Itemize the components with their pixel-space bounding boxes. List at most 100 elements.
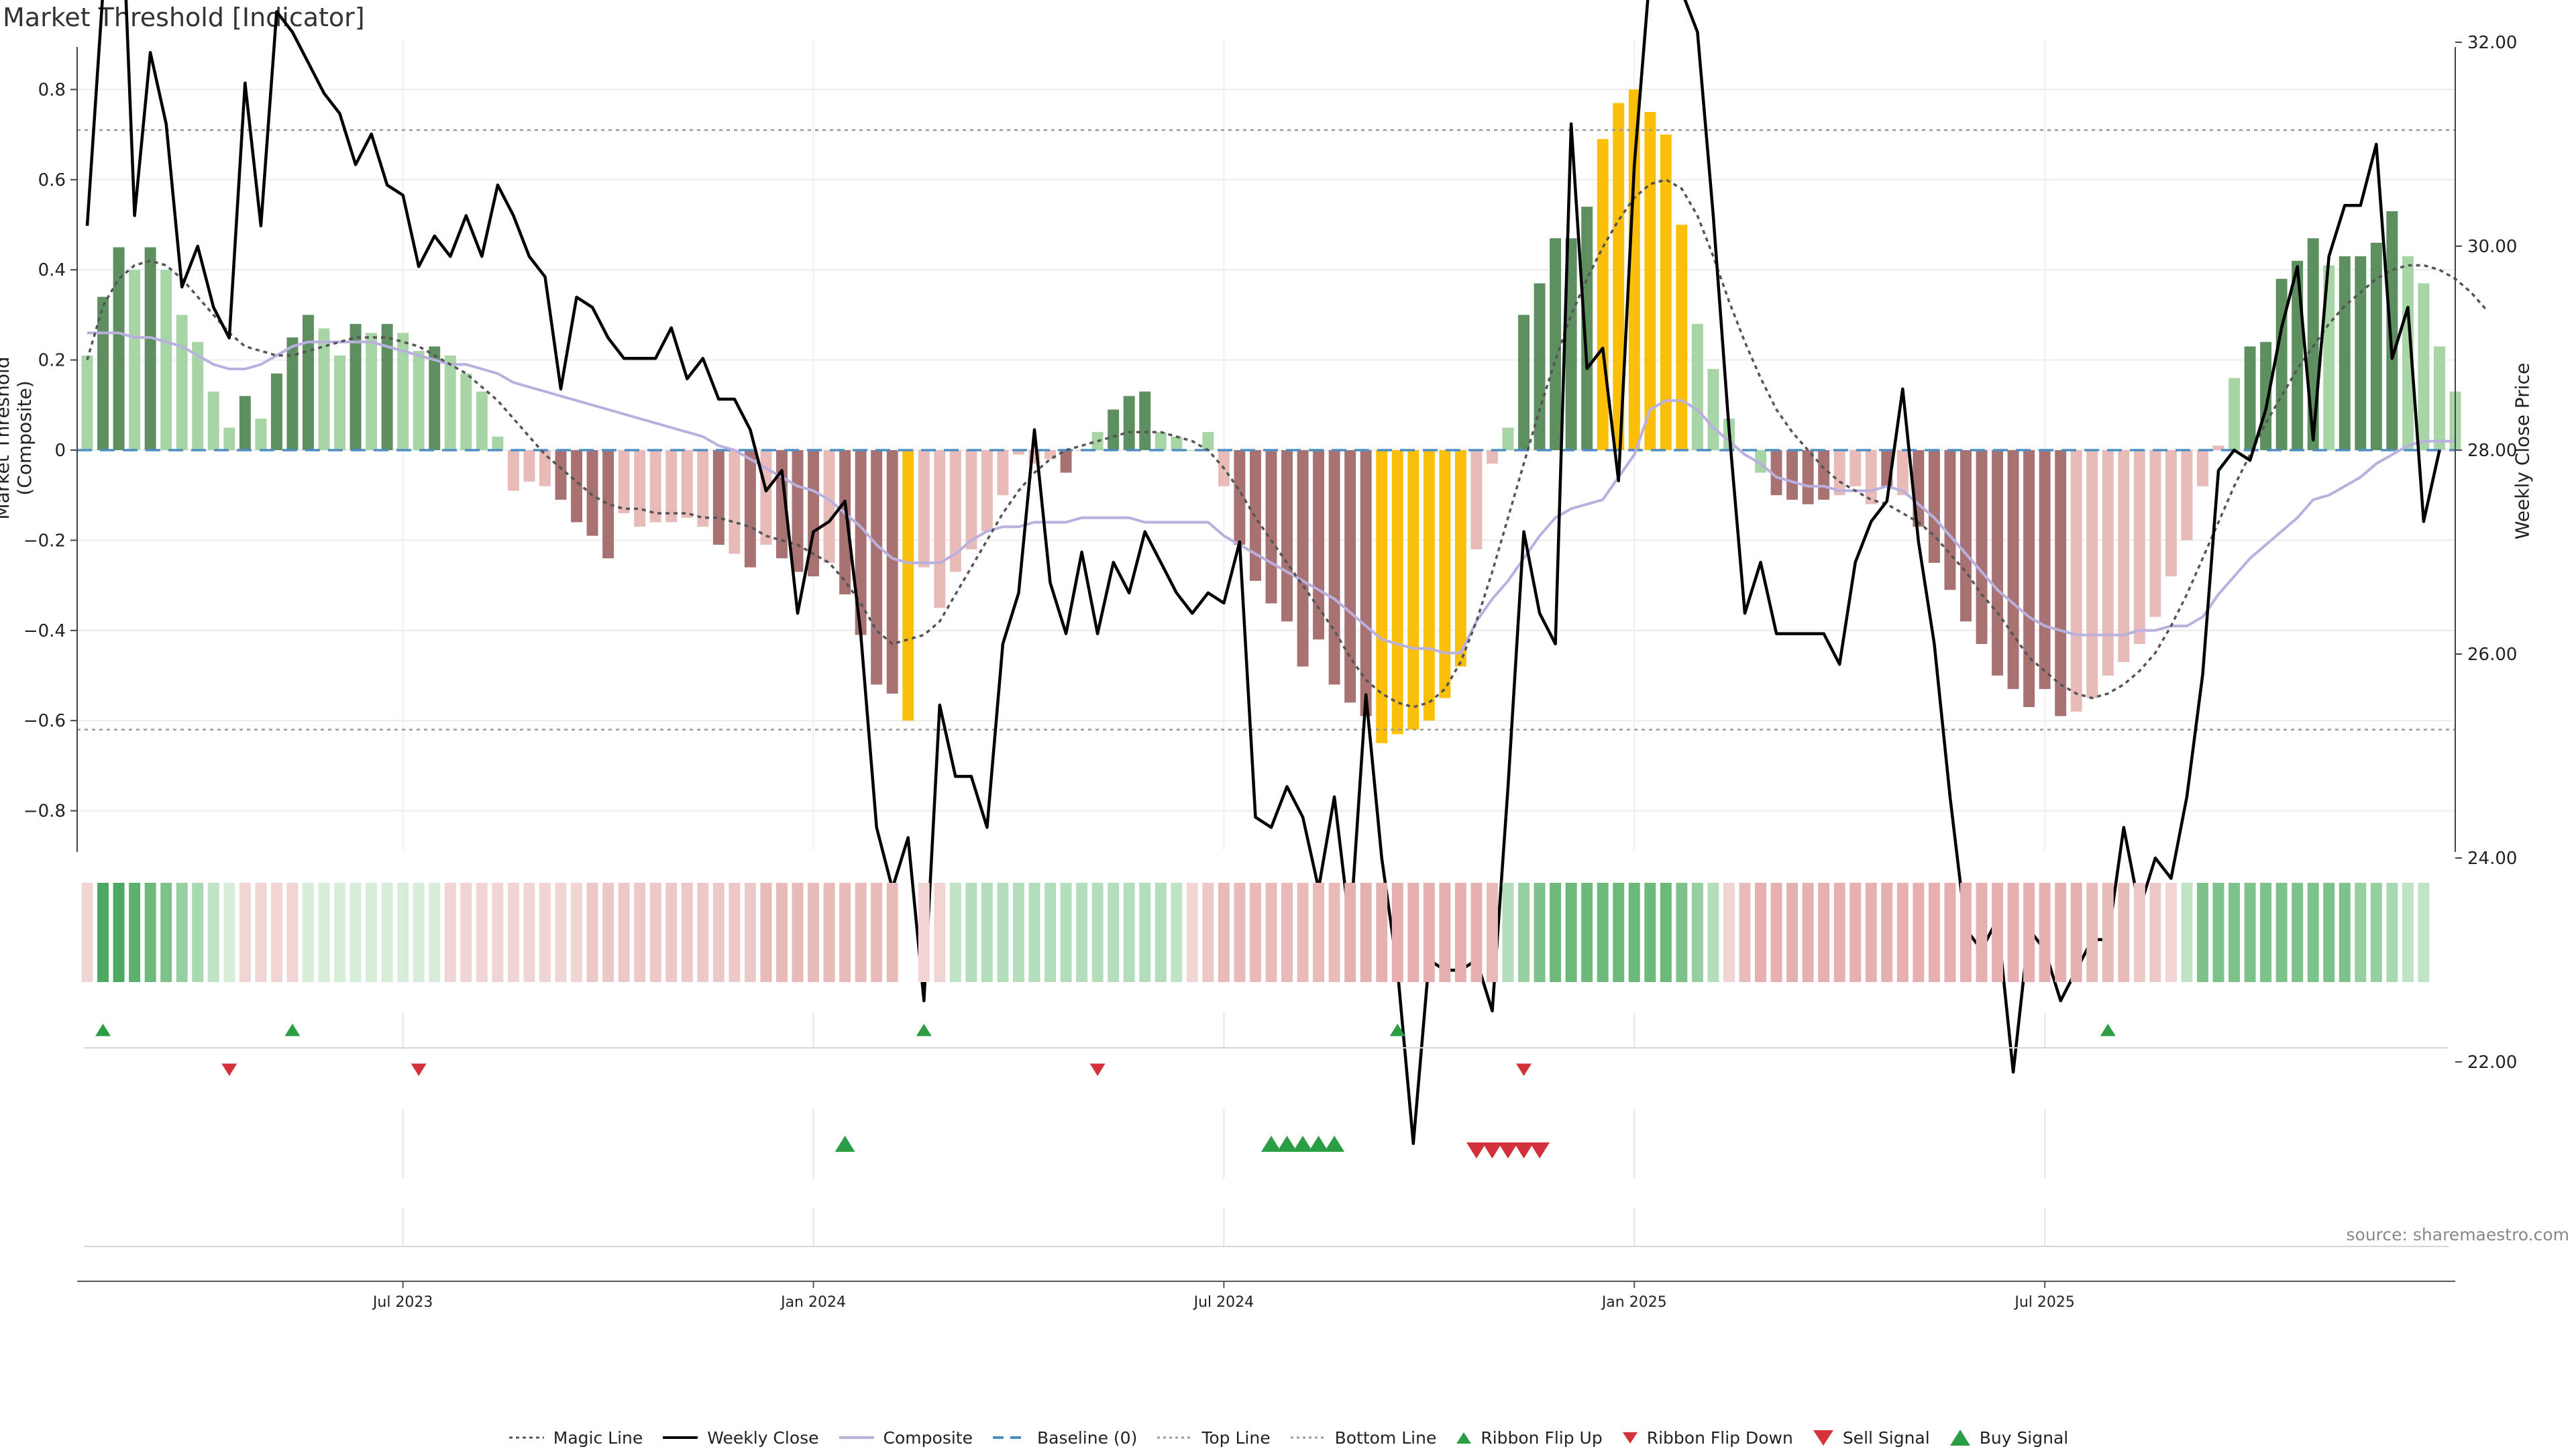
ribbon-cell [1360,883,1372,982]
x-tick-label: Jan 2025 [1601,1294,1667,1311]
ribbon-cell [2149,883,2161,982]
ribbon-cell [2102,883,2114,982]
composite-bar [1818,450,1830,500]
composite-bar [839,450,851,595]
composite-bar [634,450,646,527]
composite-bar [1928,450,1940,563]
legend-item: Magic Line [508,1428,643,1448]
ribbon-cell [1376,883,1388,982]
legend-item: Weekly Close [661,1428,819,1448]
ribbon-cell [1028,883,1040,982]
composite-bar [1644,112,1656,450]
ribbon-cell [1234,883,1246,982]
composite-bar [681,450,693,518]
composite-bar [618,450,630,514]
ribbon-cell [97,883,109,982]
composite-bar [1707,369,1719,450]
ribbon-cell [1881,883,1893,982]
ribbon-cell [839,883,851,982]
ribbon-cell [934,883,946,982]
ribbon-cell [286,883,299,982]
ribbon-cell [413,883,425,982]
composite-bar [1360,450,1372,716]
composite-bar [2323,265,2335,450]
up-triangle-icon [1949,1428,1972,1448]
right-tick-label: 24.00 [2467,849,2517,869]
ribbon-cell [1691,883,1703,982]
ribbon-cell [1139,883,1151,982]
composite-bar [997,450,1009,496]
ribbon-cell [1896,883,1909,982]
ribbon-cell [2055,883,2067,982]
composite-bar [1960,450,1972,622]
composite-bar [1108,409,1120,450]
composite-bar [2370,242,2382,450]
ribbon-cell [476,883,488,982]
ribbon-cell [1123,883,1135,982]
buy-signal-marker [835,1136,855,1152]
magic-line [86,178,2488,708]
composite-bar [2118,450,2130,662]
composite-bar [1565,238,1577,450]
composite-bar [1944,450,1956,590]
legend-item: Sell Signal [1812,1428,1930,1448]
legend-item: Ribbon Flip Down [1621,1428,1793,1448]
ribbon-cell [1502,883,1514,982]
composite-bar [949,450,961,572]
lavender-line-icon [838,1431,875,1444]
ribbon-cell [270,883,282,982]
legend-item: Buy Signal [1949,1428,2068,1448]
buy-signal-marker [1277,1136,1297,1152]
ribbon-cell [1328,883,1340,982]
composite-bar [744,450,756,568]
right-tick-label: 22.00 [2467,1053,2517,1073]
ribbon-cell [1313,883,1325,982]
composite-bar [2355,256,2367,450]
ribbon-cell [460,883,472,982]
composite-bar [665,450,678,523]
legend-label: Top Line [1201,1428,1271,1448]
composite-bar [1265,450,1277,604]
ribbon-cell [192,883,204,982]
ribbon-cell [1265,883,1277,982]
right-tick-label: 26.00 [2467,645,2517,665]
ribbon-cell [918,883,930,982]
composite-bar [334,355,346,450]
ribbon-cell [381,883,393,982]
composite-bar [1297,450,1309,667]
composite-bar [2023,450,2035,708]
composite-bar [1676,225,1688,450]
left-tick-label: 0.4 [38,260,66,280]
composite-bar [1660,134,1672,450]
ribbon-cell [1155,883,1167,982]
composite-bar [1012,450,1024,455]
ribbon-cell [1060,883,1072,982]
ribbon-cell [223,883,235,982]
composite-bar [2007,450,2019,690]
composite-bar [1581,207,1593,450]
buy-signal-marker [1308,1136,1329,1152]
composite-bar [2418,283,2430,450]
market-threshold-chart: 0.80.60.40.20−0.2−0.4−0.6−0.834.0032.003… [23,0,2517,1311]
ribbon-cell [1644,883,1656,982]
ribbon-cell [2292,883,2304,982]
composite-bar [965,450,977,549]
legend-item: Composite [838,1428,973,1448]
composite-bar [571,450,583,523]
sell-signal-marker [1482,1142,1503,1159]
ribbon-cell [1739,883,1751,982]
x-tick-label: Jul 2024 [1193,1294,1254,1311]
right-tick-label: 32.00 [2467,33,2517,53]
ribbon-cell [2196,883,2208,982]
composite-bar [1802,450,1814,504]
buy-signal-marker [1324,1136,1345,1152]
composite-bar [886,450,898,694]
ribbon-cell [1186,883,1198,982]
ribbon-flip-down-marker [1516,1063,1532,1076]
composite-bar [1550,238,1562,450]
composite-bar [760,450,772,545]
legend-label: Weekly Close [707,1428,819,1448]
sell-signal-marker [1513,1142,1534,1159]
ribbon-cell [1628,883,1640,982]
ribbon-cell [775,883,788,982]
